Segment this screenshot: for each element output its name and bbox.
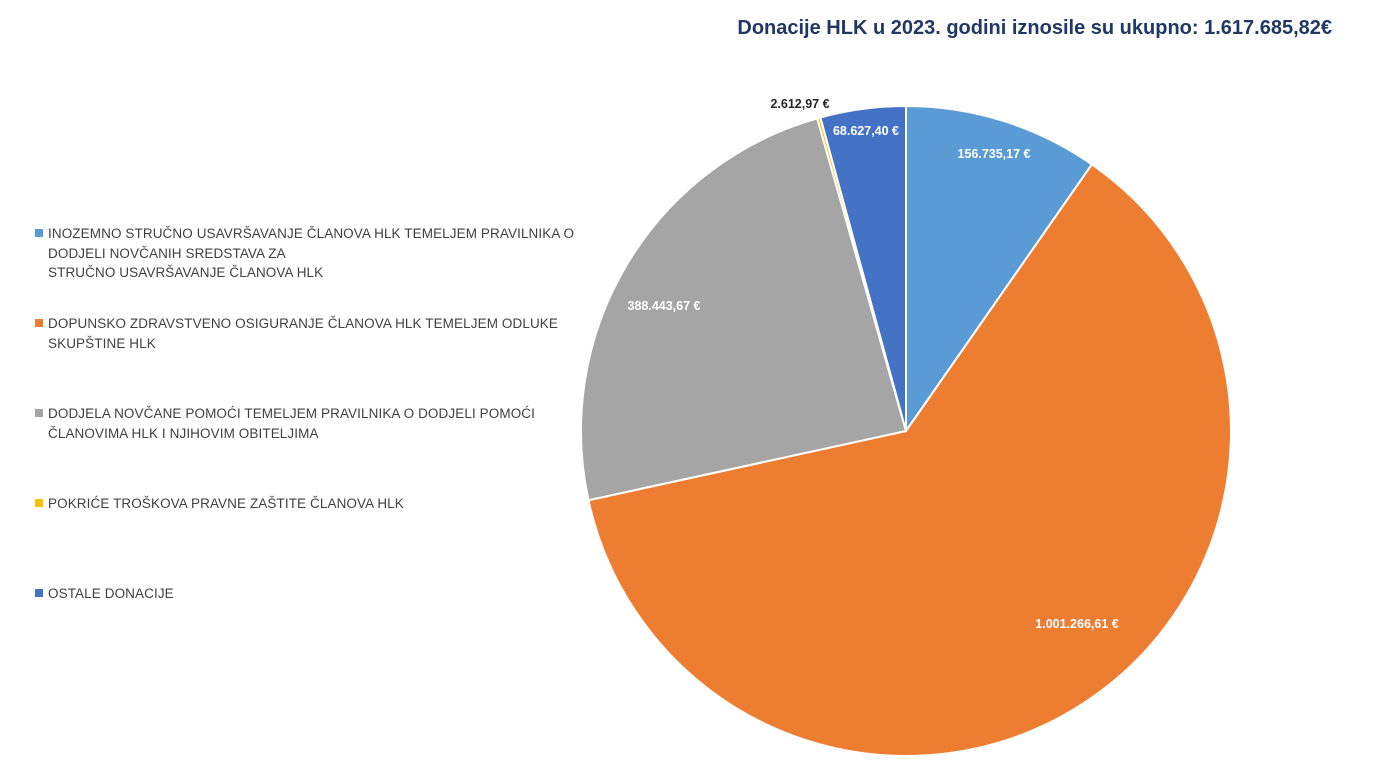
legend-label: DOPUNSKO ZDRAVSTVENO OSIGURANJE ČLANOVA … [48,316,559,351]
legend-swatch [35,229,43,237]
pie-slice-1 [905,105,1093,432]
legend-swatch [35,499,43,507]
data-label-2: 1.001.266,61 € [1035,617,1118,631]
pie-slice-2 [587,163,1233,757]
legend-item-2: DOPUNSKO ZDRAVSTVENO OSIGURANJE ČLANOVA … [35,314,575,353]
pie-slice-5 [819,105,907,432]
legend-item-3: DODJELA NOVČANE POMOĆI TEMELJEM PRAVILNI… [35,404,575,443]
legend-label: POKRIĆE TROŠKOVA PRAVNE ZAŠTITE ČLANOVA … [48,496,404,511]
legend-label: OSTALE DONACIJE [48,586,174,601]
legend-item-5: OSTALE DONACIJE [35,584,575,604]
data-label-3: 388.443,67 € [628,299,701,313]
data-label-5: 68.627,40 € [833,124,899,138]
data-label-4: 2.612,97 € [770,97,829,111]
legend-swatch [35,319,43,327]
legend-item-4: POKRIĆE TROŠKOVA PRAVNE ZAŠTITE ČLANOVA … [35,494,575,514]
legend-swatch [35,589,43,597]
chart-title: Donacije HLK u 2023. godini iznosile su … [737,17,1332,39]
data-label-1: 156.735,17 € [958,147,1031,161]
legend-swatch [35,409,43,417]
chart-legend: INOZEMNO STRUČNO USAVRŠAVANJE ČLANOVA HL… [35,0,575,775]
pie-slice-3 [580,117,907,502]
legend-item-1: INOZEMNO STRUČNO USAVRŠAVANJE ČLANOVA HL… [35,224,575,283]
legend-label: DODJELA NOVČANE POMOĆI TEMELJEM PRAVILNI… [48,406,536,441]
legend-label: INOZEMNO STRUČNO USAVRŠAVANJE ČLANOVA HL… [48,226,575,280]
